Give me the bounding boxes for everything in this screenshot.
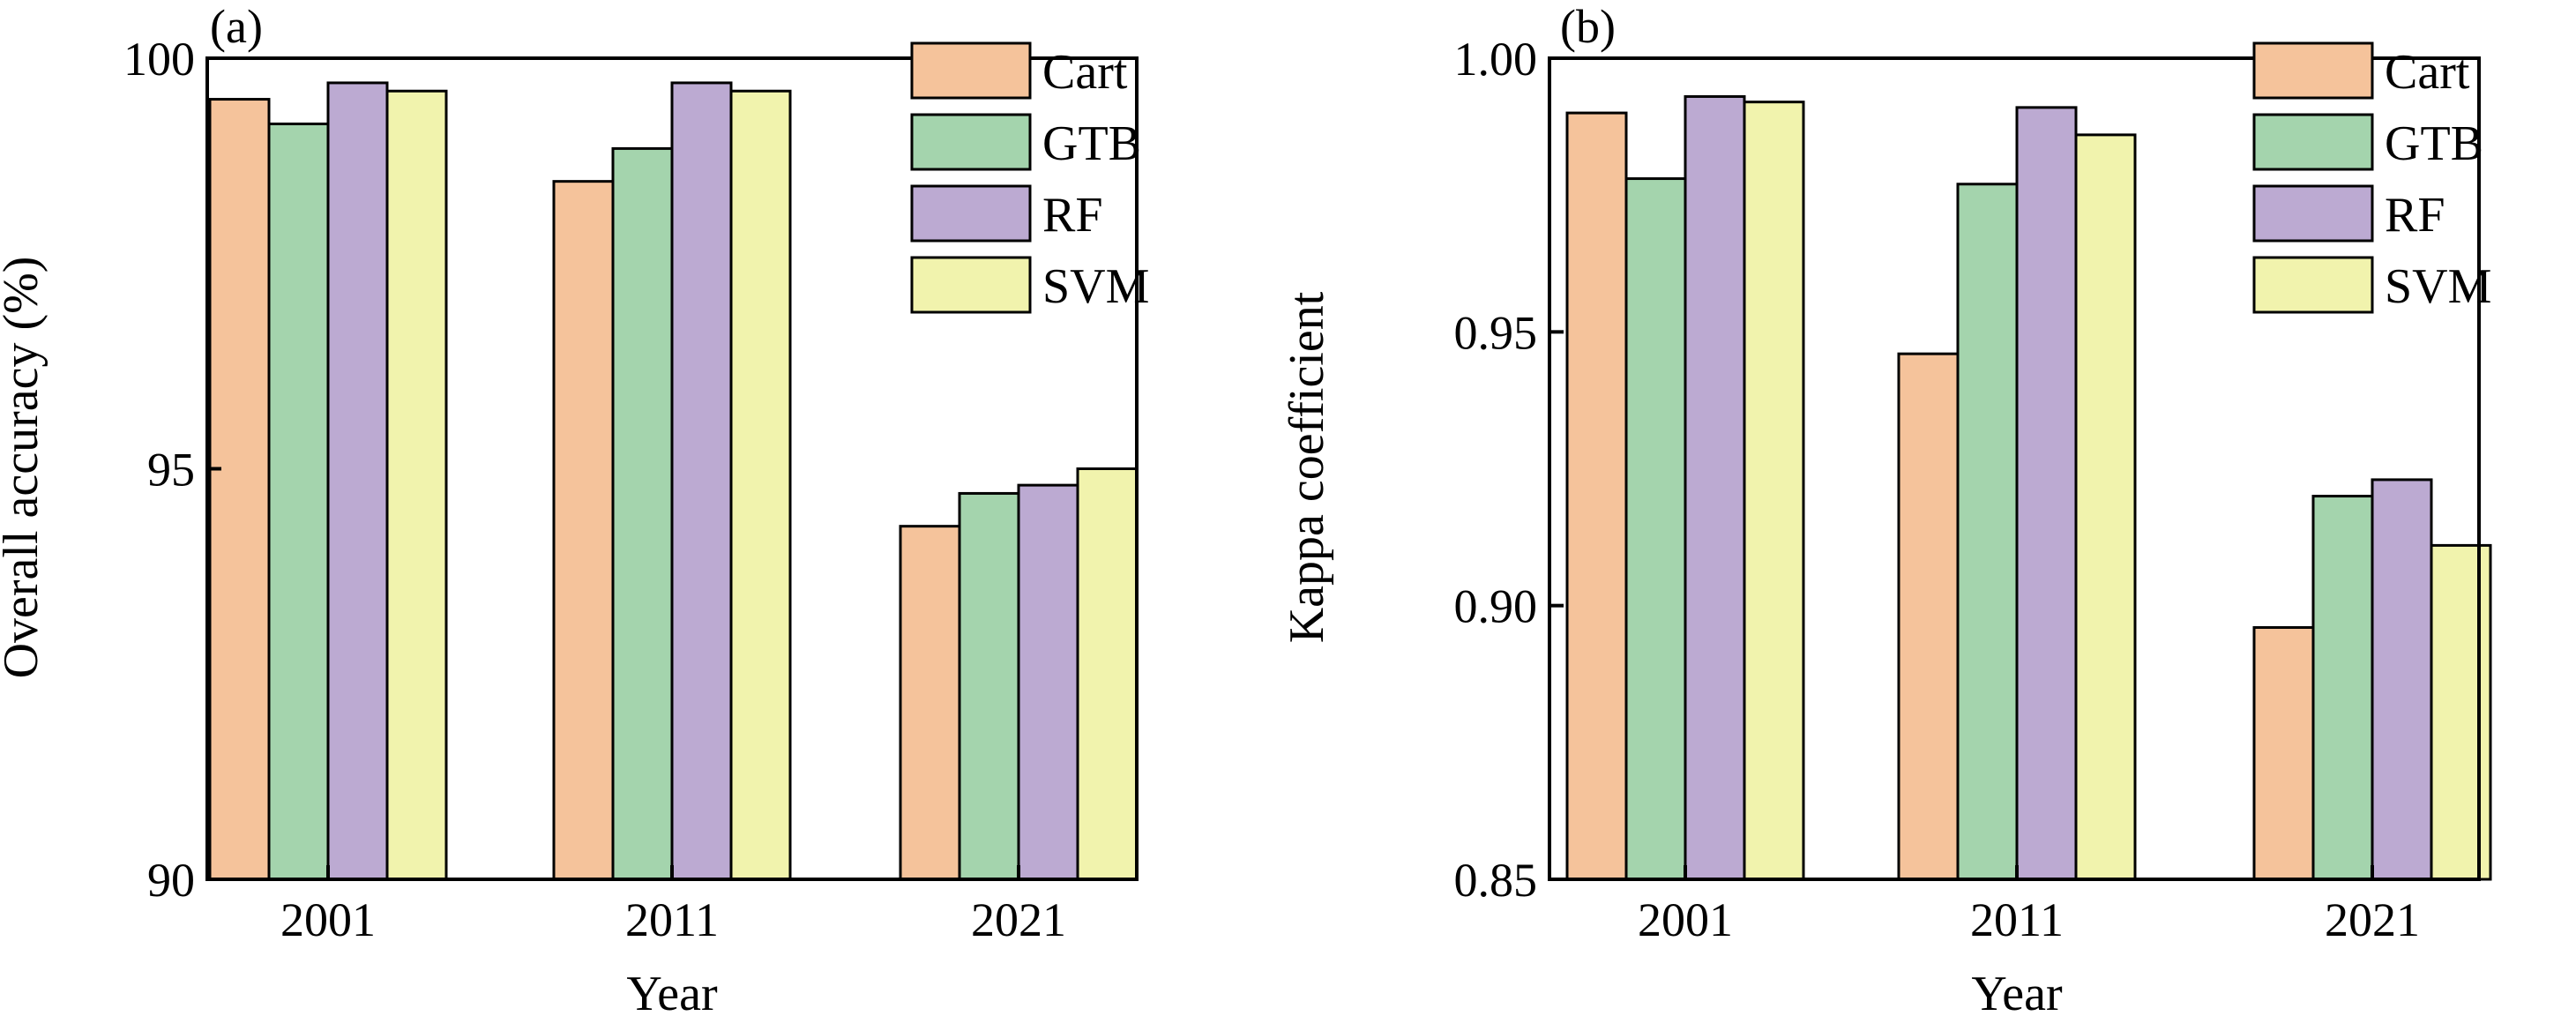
panel-b-plot-frame bbox=[1548, 56, 2481, 881]
bar-rf-2011 bbox=[2015, 106, 2078, 881]
legend-label-cart: Cart bbox=[1042, 45, 1128, 100]
panel-b-y-axis-title: Kappa coefficient bbox=[1280, 291, 1334, 643]
legend-swatch-svm bbox=[910, 256, 1032, 314]
legend-swatch-cart bbox=[2252, 41, 2374, 100]
bar-rf-2011 bbox=[670, 81, 733, 881]
legend-swatch-svm bbox=[2252, 256, 2374, 314]
panel-b-y-ticks: 0.85 0.90 0.95 1.00 bbox=[1454, 33, 1564, 907]
legend-label-cart: Cart bbox=[2385, 45, 2470, 100]
legend-label-svm: SVM bbox=[1042, 259, 1149, 314]
panel-b-x-ticks: 2001 2011 2021 bbox=[1638, 865, 2420, 946]
bar-svm-2011 bbox=[2074, 133, 2137, 881]
bar-gtb-2011 bbox=[1956, 183, 2019, 881]
legend-label-rf: RF bbox=[1042, 188, 1103, 243]
x-tick-label: 2001 bbox=[1638, 893, 1733, 946]
panel-a-x-ticks: 2001 2011 2021 bbox=[280, 865, 1066, 946]
bar-rf-2021 bbox=[2371, 478, 2433, 881]
x-tick-label: 2001 bbox=[280, 893, 376, 946]
panel-a-label: (a) bbox=[210, 0, 263, 53]
y-tick-label: 0.85 bbox=[1454, 854, 1538, 907]
bar-gtb-2001 bbox=[1624, 177, 1687, 881]
panel-a-y-axis-title: Overall accuracy (%) bbox=[0, 257, 49, 679]
panel-a-legend: Cart GTB RF SVM bbox=[910, 41, 1149, 314]
bar-cart-2001 bbox=[208, 98, 271, 881]
panel-b: (b) Kappa coefficient Year 0.85 0.90 0.95 1… bbox=[1280, 0, 2492, 1016]
bar-gtb-2021 bbox=[2311, 495, 2374, 881]
legend-label-gtb: GTB bbox=[2385, 116, 2483, 171]
legend-swatch-gtb bbox=[2252, 113, 2374, 171]
bar-cart-2021 bbox=[2252, 625, 2315, 881]
bar-gtb-2021 bbox=[958, 491, 1020, 881]
y-tick-label: 0.95 bbox=[1454, 306, 1538, 359]
x-tick-label: 2021 bbox=[971, 893, 1066, 946]
panel-a-plot-frame bbox=[205, 56, 1139, 881]
legend-swatch-cart bbox=[910, 41, 1032, 100]
panel-a-x-axis-title: Year bbox=[626, 967, 718, 1016]
y-tick-label: 90 bbox=[147, 854, 195, 907]
panel-a-bars bbox=[208, 81, 1139, 881]
bar-gtb-2011 bbox=[611, 146, 674, 881]
panel-a: (a) Overall accuracy (%) Year 90 95 100 20… bbox=[0, 0, 1149, 1016]
panel-b-bars bbox=[1565, 94, 2492, 881]
bar-rf-2001 bbox=[326, 81, 389, 881]
bar-rf-2001 bbox=[1684, 94, 1746, 881]
y-tick-label: 100 bbox=[123, 33, 195, 86]
bar-cart-2001 bbox=[1565, 111, 1628, 881]
panel-b-label: (b) bbox=[1560, 0, 1616, 53]
bar-rf-2021 bbox=[1017, 483, 1079, 881]
panel-b-legend: Cart GTB RF SVM bbox=[2252, 41, 2491, 314]
x-tick-label: 2011 bbox=[625, 893, 719, 946]
legend-swatch-rf bbox=[2252, 184, 2374, 243]
bar-cart-2011 bbox=[552, 180, 615, 881]
bar-svm-2001 bbox=[385, 89, 448, 881]
legend-label-rf: RF bbox=[2385, 188, 2445, 243]
y-tick-label: 95 bbox=[147, 444, 195, 497]
legend-swatch-rf bbox=[910, 184, 1032, 243]
bar-gtb-2001 bbox=[267, 122, 330, 881]
legend-label-svm: SVM bbox=[2385, 259, 2491, 314]
bar-svm-2011 bbox=[729, 89, 792, 881]
bar-cart-2021 bbox=[899, 525, 961, 881]
legend-label-gtb: GTB bbox=[1042, 116, 1141, 171]
bar-svm-2021 bbox=[2430, 543, 2492, 881]
bar-cart-2011 bbox=[1897, 352, 1960, 881]
bar-svm-2021 bbox=[1076, 467, 1139, 881]
y-tick-label: 1.00 bbox=[1454, 33, 1538, 86]
y-tick-label: 0.90 bbox=[1454, 580, 1538, 633]
x-tick-label: 2021 bbox=[2325, 893, 2420, 946]
x-tick-label: 2011 bbox=[1970, 893, 2064, 946]
legend-swatch-gtb bbox=[910, 113, 1032, 171]
bar-svm-2001 bbox=[1743, 101, 1805, 881]
panel-b-x-axis-title: Year bbox=[1971, 967, 2063, 1016]
